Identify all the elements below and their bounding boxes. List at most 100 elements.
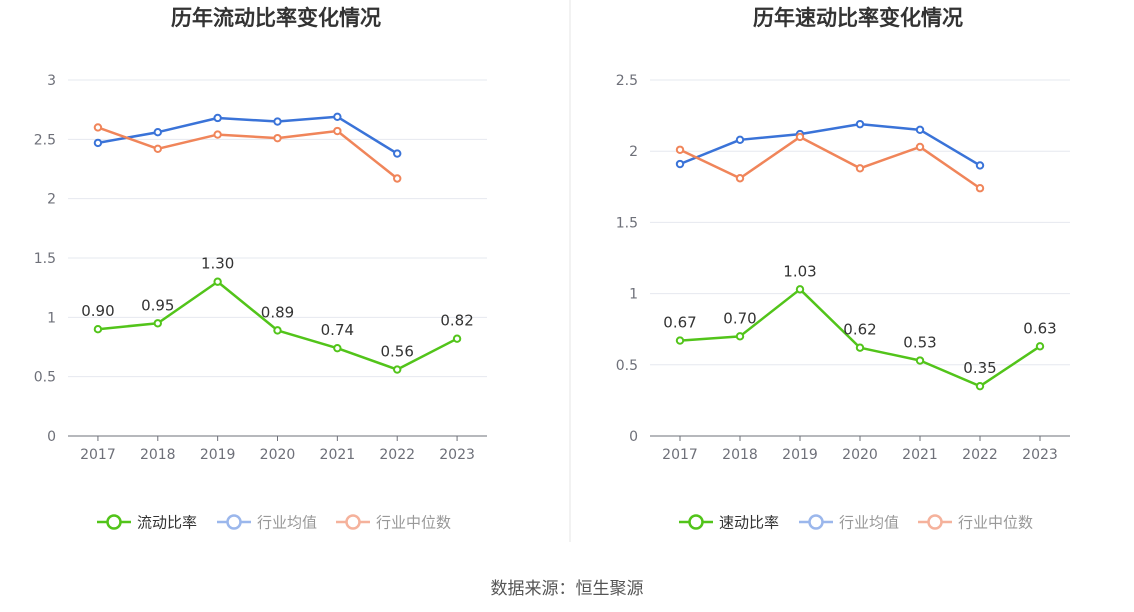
data-label: 0.89 — [261, 303, 294, 321]
data-point-primary[interactable] — [333, 343, 342, 353]
data-label: 0.70 — [723, 309, 756, 327]
legend-item-primary[interactable]: 速动比率 — [679, 514, 779, 532]
series-line-industry-avg — [97, 115, 398, 155]
legend-item-primary[interactable]: 流动比率 — [97, 514, 197, 532]
data-point-industry-avg[interactable] — [333, 112, 342, 121]
data-label: 0.56 — [381, 343, 414, 361]
data-point-industry-avg[interactable] — [213, 113, 222, 123]
x-tick-label: 2021 — [320, 447, 356, 463]
data-label: 1.03 — [783, 262, 816, 280]
data-label: 0.82 — [440, 312, 473, 330]
legend-label: 行业均值 — [839, 514, 899, 532]
x-tick-label: 2020 — [260, 447, 296, 463]
x-tick-label: 2022 — [379, 447, 415, 463]
data-point-industry-median[interactable] — [93, 123, 103, 132]
data-point-primary[interactable] — [915, 356, 925, 365]
data-point-primary[interactable] — [735, 332, 745, 341]
data-label: 1.30 — [201, 255, 234, 273]
y-tick-label: 0.5 — [34, 370, 56, 386]
x-tick-label: 2017 — [80, 447, 116, 463]
legend-marker-icon — [106, 514, 122, 530]
x-tick-label: 2017 — [662, 447, 698, 463]
data-point-primary[interactable] — [795, 285, 805, 294]
y-tick-label: 2 — [47, 192, 56, 208]
data-point-primary[interactable] — [213, 277, 222, 286]
data-point-industry-avg[interactable] — [93, 138, 103, 148]
data-point-primary[interactable] — [393, 365, 402, 374]
data-point-industry-median[interactable] — [795, 132, 805, 142]
data-point-industry-avg[interactable] — [675, 159, 685, 169]
data-point-primary[interactable] — [975, 381, 985, 391]
data-point-primary[interactable] — [855, 343, 865, 352]
x-tick-label: 2021 — [902, 447, 938, 463]
series-line-industry-avg — [679, 122, 981, 167]
data-point-primary[interactable] — [1035, 342, 1045, 351]
data-point-industry-median[interactable] — [735, 174, 745, 183]
data-point-industry-avg[interactable] — [735, 135, 745, 145]
data-point-industry-median[interactable] — [333, 126, 342, 136]
legend-item-industry-avg[interactable]: 行业均值 — [799, 514, 899, 532]
legend-item-industry-avg[interactable]: 行业均值 — [217, 514, 317, 532]
data-point-industry-median[interactable] — [393, 174, 402, 183]
data-point-industry-avg[interactable] — [975, 161, 985, 170]
legend-label: 行业中位数 — [376, 514, 451, 532]
data-label: 0.62 — [843, 321, 876, 339]
legend-item-industry-median[interactable]: 行业中位数 — [336, 514, 451, 532]
legend-label: 行业均值 — [257, 514, 317, 532]
legend-marker-icon — [808, 514, 824, 530]
series-line-industry-median — [97, 126, 398, 180]
data-point-industry-median[interactable] — [213, 130, 222, 139]
legend-item-industry-median[interactable]: 行业中位数 — [918, 514, 1033, 532]
data-point-industry-median[interactable] — [915, 142, 925, 152]
data-point-industry-median[interactable] — [273, 133, 282, 143]
chart-title: 历年流动比率变化情况 — [171, 6, 381, 30]
data-point-primary[interactable] — [452, 334, 462, 343]
data-point-industry-median[interactable] — [675, 145, 685, 154]
x-tick-label: 2019 — [200, 447, 236, 463]
y-tick-label: 1 — [47, 310, 56, 326]
data-label: 0.35 — [963, 359, 996, 377]
data-point-industry-median[interactable] — [975, 184, 985, 193]
chart-2: 历年速动比率变化情况 0 0.5 1 1.5 2 2.5 2017 2018 2019 2020 20… — [616, 6, 1070, 532]
x-tick-label: 2020 — [842, 447, 878, 463]
data-point-industry-avg[interactable] — [273, 117, 282, 126]
legend-marker-icon — [345, 514, 361, 530]
legend-marker-icon — [688, 514, 704, 530]
data-point-primary[interactable] — [675, 336, 685, 345]
legend-label: 行业中位数 — [958, 514, 1033, 532]
legend-marker-icon — [226, 514, 242, 530]
data-label: 0.53 — [903, 334, 936, 352]
y-tick-label: 2.5 — [616, 73, 638, 89]
data-point-industry-avg[interactable] — [855, 119, 865, 129]
x-tick-label: 2018 — [722, 447, 758, 463]
data-point-industry-median[interactable] — [153, 144, 162, 154]
data-source-note: 数据来源：恒生聚源 — [490, 579, 644, 599]
chart-title: 历年速动比率变化情况 — [753, 6, 963, 30]
y-tick-label: 1 — [629, 287, 638, 303]
y-tick-label: 1.5 — [34, 251, 56, 267]
data-label: 0.90 — [81, 302, 114, 320]
x-tick-label: 2018 — [140, 447, 176, 463]
data-label: 0.63 — [1023, 319, 1056, 337]
legend-marker-icon — [927, 514, 943, 530]
x-tick-label: 2022 — [962, 447, 998, 463]
data-label: 0.67 — [663, 314, 696, 332]
y-tick-label: 0.5 — [616, 358, 638, 374]
data-point-primary[interactable] — [273, 326, 282, 335]
series-line-industry-median — [679, 135, 981, 190]
y-tick-label: 2 — [629, 144, 638, 160]
legend-label: 速动比率 — [719, 514, 779, 532]
y-tick-label: 3 — [47, 73, 56, 89]
data-point-industry-avg[interactable] — [393, 149, 402, 158]
data-point-primary[interactable] — [93, 325, 103, 334]
y-tick-label: 0 — [47, 429, 56, 445]
y-tick-label: 0 — [629, 429, 638, 445]
chart-1: 历年流动比率变化情况 0 0.5 1 1.5 2 2.5 3 2017 2018 2019 2020 2… — [34, 6, 487, 532]
data-point-industry-avg[interactable] — [153, 128, 162, 137]
data-point-primary[interactable] — [153, 319, 162, 328]
data-point-industry-median[interactable] — [855, 164, 865, 173]
data-point-industry-avg[interactable] — [915, 125, 925, 135]
data-label: 0.95 — [141, 296, 174, 314]
